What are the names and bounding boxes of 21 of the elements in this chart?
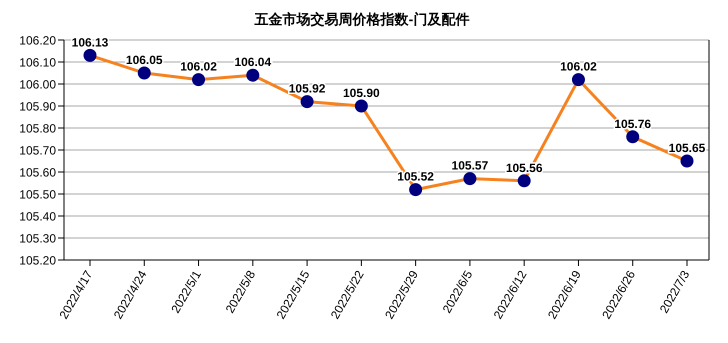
data-label: 105.92 (288, 82, 326, 96)
y-tick-label: 105.30 (19, 231, 56, 246)
y-tick-label: 105.20 (19, 253, 56, 268)
y-tick-label: 106.00 (19, 77, 56, 92)
y-tick-label: 105.70 (19, 143, 56, 158)
data-label: 106.13 (72, 35, 109, 50)
y-tick-label: 105.40 (19, 209, 56, 224)
data-label: 105.57 (452, 158, 489, 173)
y-tick-label: 105.50 (19, 187, 56, 202)
data-label: 106.05 (126, 53, 163, 67)
data-label: 106.04 (234, 55, 272, 70)
chart-title: 五金市场交易周价格指数-门及配件 (254, 10, 470, 29)
y-tick-label: 105.90 (19, 99, 56, 114)
y-tick-label: 106.10 (19, 55, 56, 70)
y-tick-label: 105.60 (19, 165, 56, 180)
data-label: 106.02 (180, 60, 218, 74)
data-label: 106.02 (560, 60, 598, 74)
y-tick-label: 106.20 (19, 33, 56, 48)
data-label: 105.90 (343, 86, 380, 100)
y-tick-label: 105.80 (19, 121, 56, 136)
data-label: 105.65 (668, 141, 706, 155)
